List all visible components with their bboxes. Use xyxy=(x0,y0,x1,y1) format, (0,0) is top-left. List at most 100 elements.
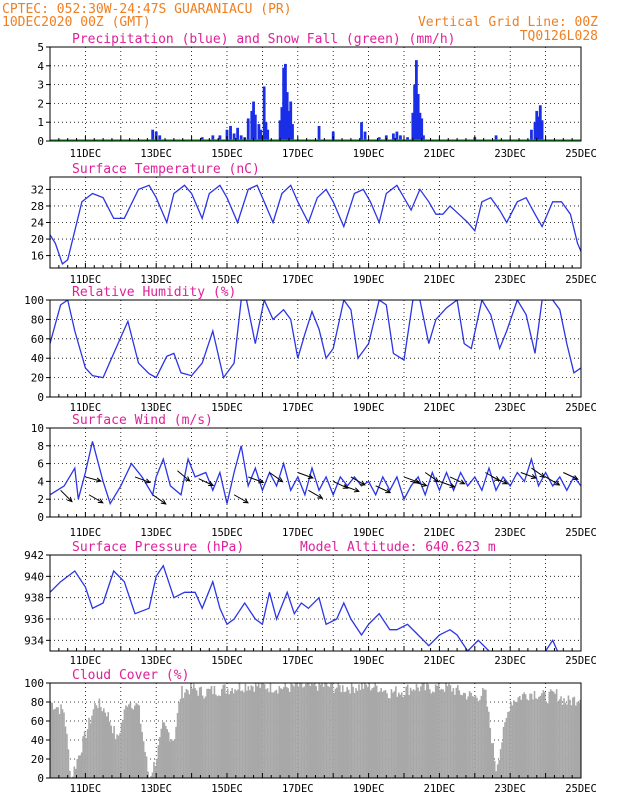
cloud-bar xyxy=(355,688,357,778)
cloud-bar xyxy=(122,719,124,778)
precip-bar xyxy=(494,135,498,141)
cloud-bar xyxy=(412,689,415,778)
temperature-ytick-label: 28 xyxy=(31,200,44,213)
cloud-bar xyxy=(564,702,567,778)
wind-vector-head xyxy=(97,498,104,504)
cloud-bar xyxy=(377,692,379,778)
precipitation-ytick-label: 1 xyxy=(37,116,44,129)
cloud-bar xyxy=(458,690,461,778)
wind-xtick-label: 13DEC xyxy=(140,527,172,539)
wind-vector xyxy=(177,470,191,482)
cloud-bar xyxy=(204,696,207,778)
cloud-bar xyxy=(445,683,447,778)
cloud-bar xyxy=(465,699,468,778)
cloud-bar xyxy=(260,683,263,778)
cloud-bar xyxy=(173,739,176,778)
wind-vector-head xyxy=(144,478,152,484)
humidity-ytick-label: 0 xyxy=(37,391,44,404)
precip-bar xyxy=(291,124,294,141)
cloud-bar xyxy=(521,694,524,778)
cloud-bar xyxy=(119,733,121,778)
cloud-bar xyxy=(280,688,282,778)
cloud-bar xyxy=(66,733,68,778)
precipitation-xtick-label: 23DEC xyxy=(494,148,526,160)
cloud-bar xyxy=(57,707,59,778)
temperature-xtick-label: 13DEC xyxy=(140,274,172,286)
cloud-bar xyxy=(526,699,528,778)
precip-bar xyxy=(535,110,539,141)
cloud-bar xyxy=(110,725,112,778)
cloud-bar xyxy=(443,691,446,778)
cloud-bar xyxy=(131,708,133,778)
cloud-bar xyxy=(420,686,422,778)
precip-bar xyxy=(422,135,425,141)
cloud-bar xyxy=(277,693,279,778)
cloud-bar xyxy=(380,688,382,778)
pressure-xtick-label: 23DEC xyxy=(494,655,526,667)
cloud-bar xyxy=(232,693,235,778)
precip-bar xyxy=(285,92,289,141)
cloud-bar xyxy=(107,712,110,778)
cloud-bar xyxy=(489,727,492,778)
cloud-bar xyxy=(98,698,101,778)
precipitation-ytick-label: 2 xyxy=(37,97,44,110)
temperature-xtick-label: 25DEC xyxy=(565,274,597,286)
cloud-bar xyxy=(462,692,465,778)
cloud-bar xyxy=(507,711,509,778)
cloud-bar xyxy=(411,690,413,778)
cloud-bar xyxy=(577,703,580,778)
temperature-ytick-label: 32 xyxy=(31,183,44,196)
cloud-bar xyxy=(424,690,427,778)
cloud-bar xyxy=(555,689,558,778)
precipitation-panel: 0 1 2 3 4 5 11DEC 13DEC 15DEC 17DEC 19DEC 21DEC 23DE… xyxy=(37,32,596,160)
cloud-bar xyxy=(402,696,405,778)
temperature-ytick-label: 16 xyxy=(31,250,44,263)
cloud-bar xyxy=(554,693,556,778)
precip-bar xyxy=(225,129,229,141)
cloud-bar xyxy=(243,692,245,778)
cloud-bar xyxy=(249,690,251,778)
cloud-bar xyxy=(97,708,99,778)
cloud-bar xyxy=(508,711,511,778)
wind-vector-head xyxy=(554,480,561,486)
precip-bar xyxy=(211,135,215,141)
wind-vector xyxy=(492,476,508,485)
cloud-bar xyxy=(461,695,464,778)
wind-xtick-label: 11DEC xyxy=(70,527,102,539)
cloud-bar xyxy=(535,698,537,778)
cloud-bar xyxy=(344,691,347,778)
cloud-bar xyxy=(271,692,273,778)
cloud-bar xyxy=(457,685,459,778)
temperature-title: Surface Temperature (nC) xyxy=(72,162,260,177)
cloud-bar xyxy=(511,705,514,778)
cloud-bar xyxy=(400,692,403,778)
cloud-bar xyxy=(172,740,174,778)
wind-vector-head xyxy=(307,474,314,479)
cloud-bar xyxy=(291,684,294,778)
run-date: 10DEC2020 00Z (GMT) xyxy=(2,15,151,30)
cloud-bar xyxy=(266,688,269,778)
cloud-bar xyxy=(454,694,456,778)
cloud-bar xyxy=(471,696,474,778)
cloud-bar xyxy=(485,689,487,778)
cloud-bar xyxy=(190,683,192,778)
cloud-bar xyxy=(573,696,576,778)
location-header: CPTEC: 052:30W-24:47S GUARANIACU (PR) xyxy=(2,2,292,17)
cloud-bar xyxy=(414,690,416,778)
wind-ytick-label: 8 xyxy=(37,440,44,453)
cloud-bar xyxy=(241,690,244,778)
cloud-bar xyxy=(496,764,499,778)
cloud-bar xyxy=(144,751,146,778)
cloud-bar xyxy=(353,692,356,778)
wind-vector xyxy=(449,476,465,485)
precip-bar xyxy=(418,112,422,141)
humidity-xtick-label: 23DEC xyxy=(494,402,526,414)
cloud-bar xyxy=(79,755,82,778)
humidity-panel: 0 20 40 60 80 100 11DEC 13DEC 15DEC 17DEC 19DEC 21D… xyxy=(24,285,597,414)
cloud-bar xyxy=(474,695,477,778)
cloud-bar xyxy=(549,689,552,778)
cloud-bar xyxy=(117,735,120,778)
precip-bar xyxy=(411,112,415,141)
cloud-bar xyxy=(163,722,166,778)
cloud-bar xyxy=(426,683,428,778)
